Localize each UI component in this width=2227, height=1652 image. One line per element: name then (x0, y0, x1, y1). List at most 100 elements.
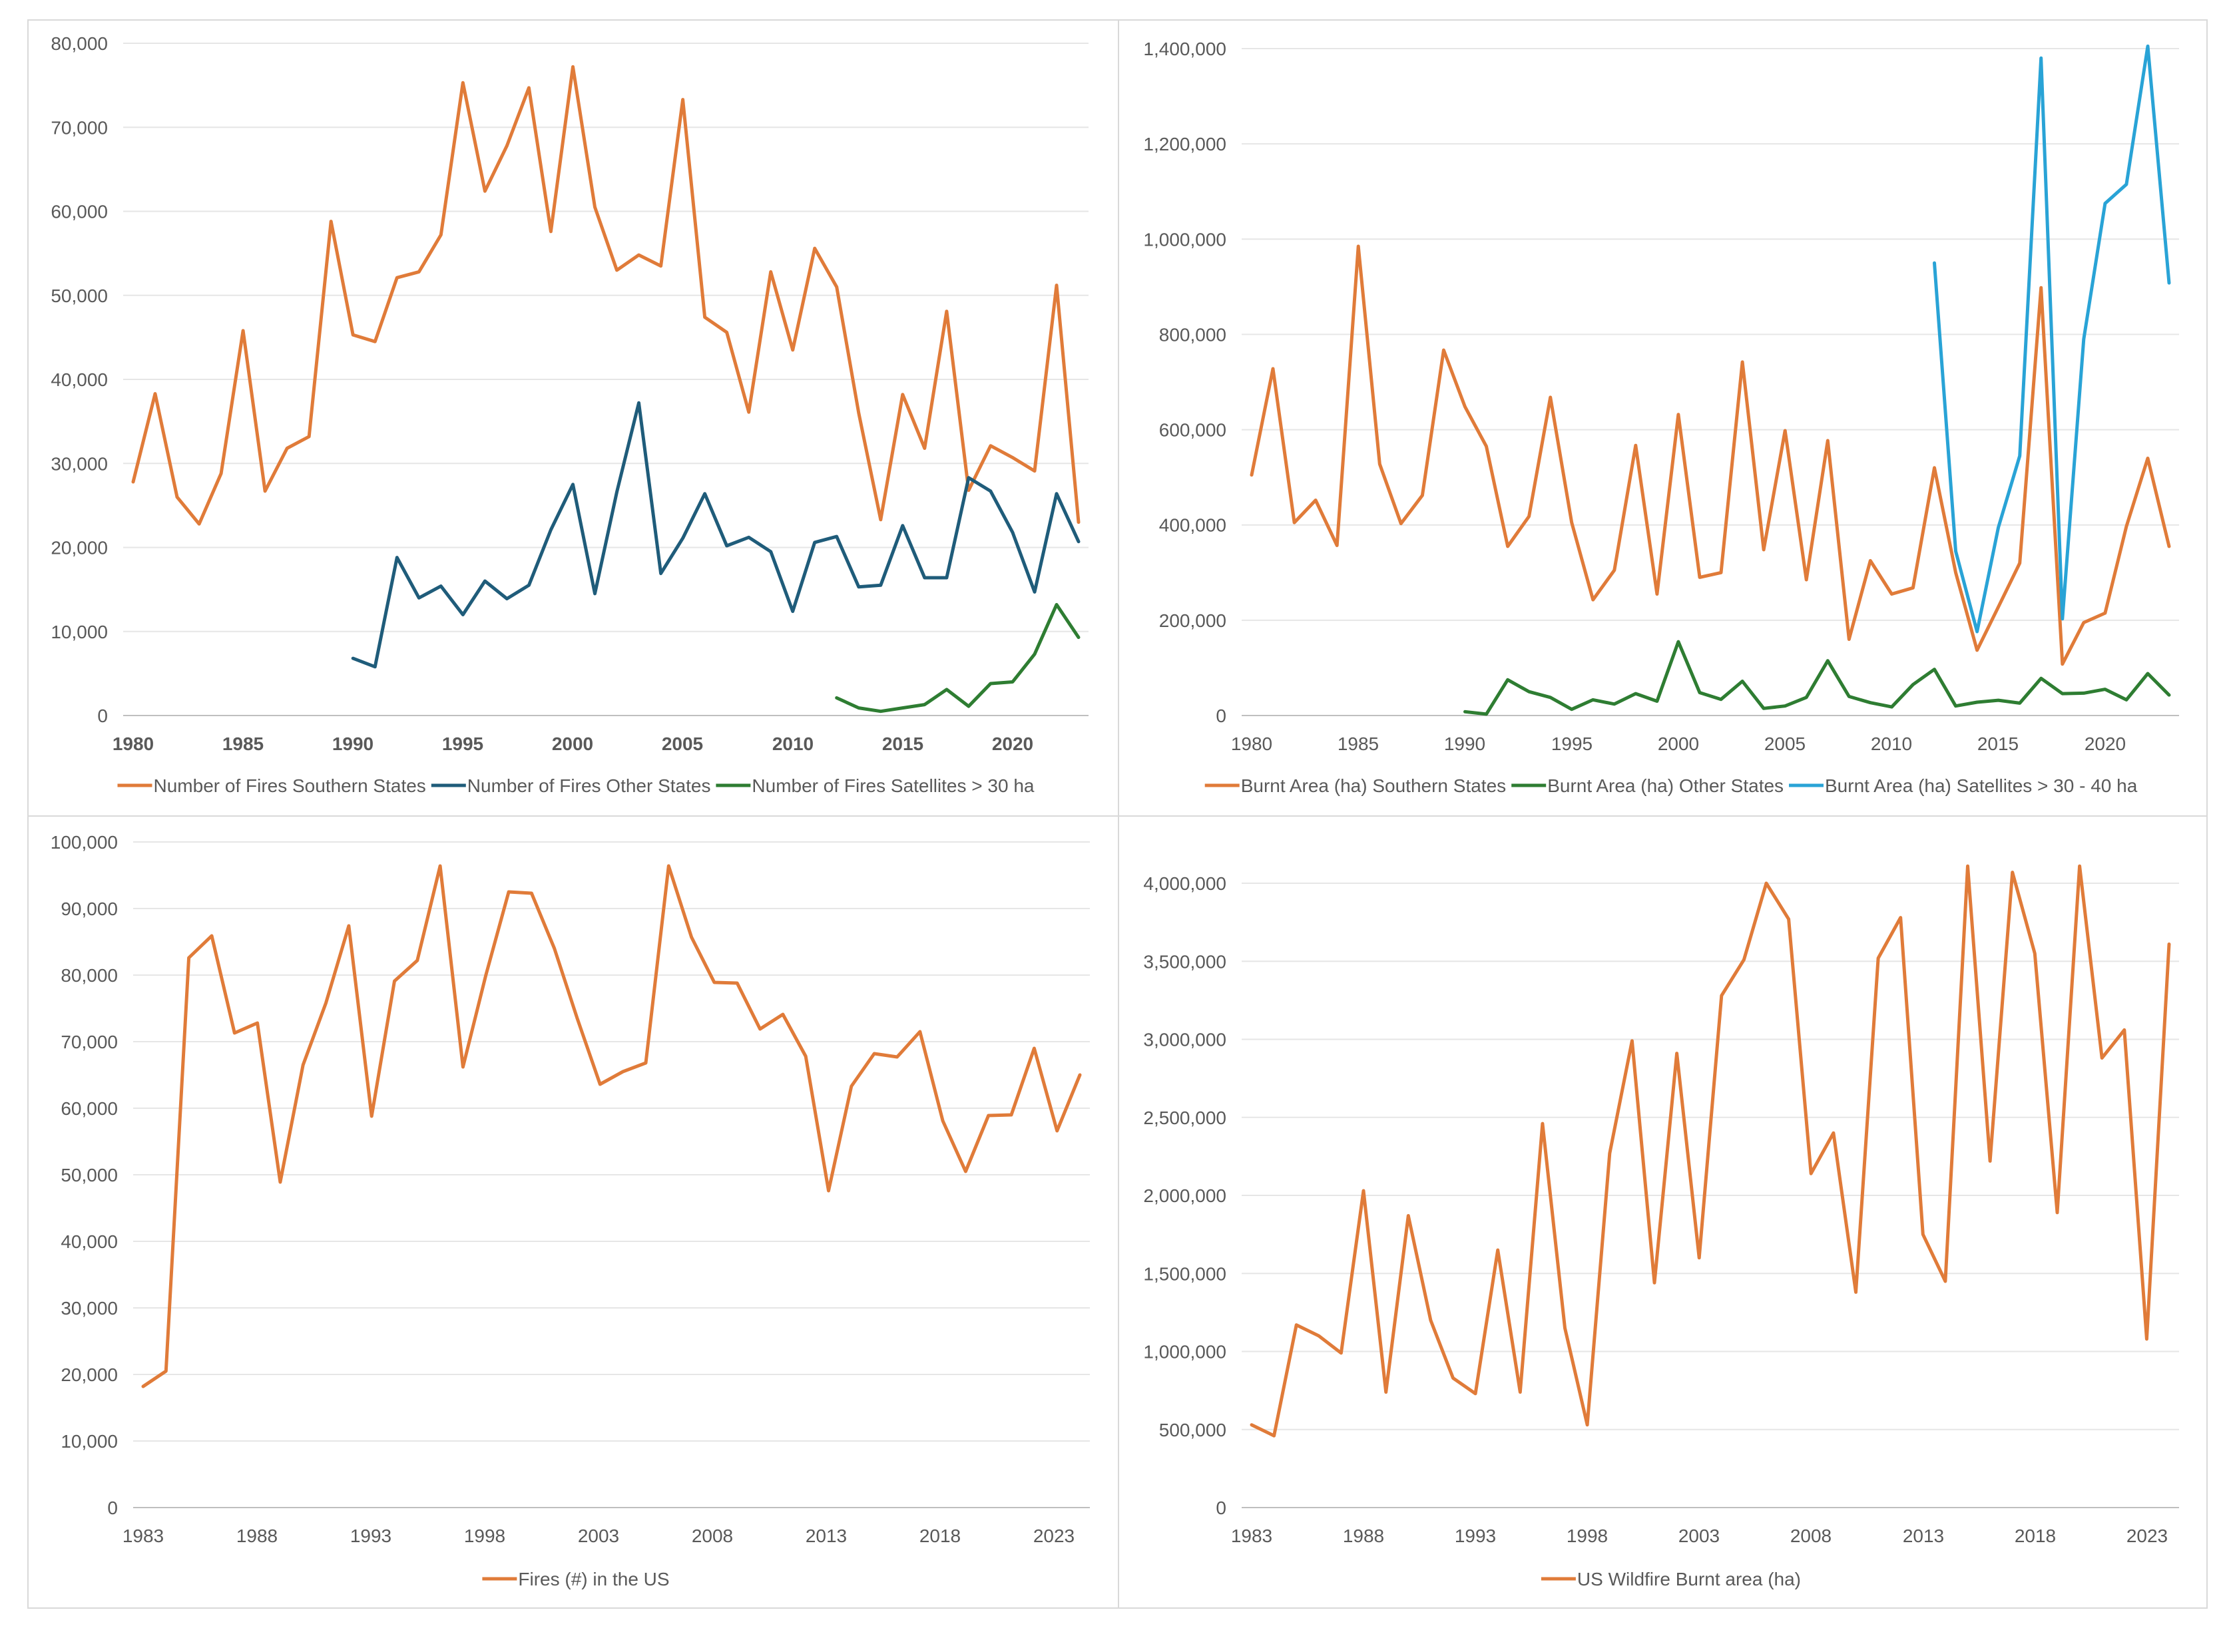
y-tick-label: 3,000,000 (1143, 1030, 1226, 1050)
series-line-1 (351, 401, 1081, 669)
x-tick-label: 2023 (1033, 1526, 1075, 1546)
x-tick-label: 1983 (1231, 1526, 1272, 1546)
y-tick-label: 1,500,000 (1143, 1263, 1226, 1284)
legend-label: Fires (#) in the US (518, 1569, 669, 1589)
x-tick-label: 1990 (332, 733, 373, 754)
series-line-1 (1463, 640, 2171, 716)
y-tick-label: 2,500,000 (1143, 1108, 1226, 1128)
x-tick-label: 2000 (1658, 733, 1699, 754)
y-tick-label: 1,200,000 (1143, 134, 1226, 154)
legend-label: US Wildfire Burnt area (ha) (1577, 1569, 1801, 1589)
y-tick-label: 600,000 (1159, 420, 1226, 441)
y-tick-label: 20,000 (61, 1364, 118, 1385)
x-tick-label: 2015 (1977, 733, 2019, 754)
y-tick-label: 80,000 (61, 965, 118, 986)
y-tick-label: 60,000 (51, 202, 108, 222)
y-tick-label: 500,000 (1159, 1420, 1226, 1440)
x-tick-label: 1995 (442, 733, 483, 754)
legend: Burnt Area (ha) Southern States Burnt Are… (1204, 775, 2138, 796)
y-tick-label: 20,000 (51, 538, 108, 558)
y-tick-label: 80,000 (51, 33, 108, 54)
x-tick-label: 2013 (806, 1526, 847, 1546)
x-tick-label: 1985 (1338, 733, 1379, 754)
legend-item: Burnt Area (ha) Southern States (1204, 775, 1506, 796)
y-tick-label: 4,000,000 (1143, 873, 1226, 894)
x-tick-label: 1998 (1567, 1526, 1608, 1546)
x-tick-label: 1980 (1231, 733, 1272, 754)
legend-item: Fires (#) in the US (482, 1569, 670, 1589)
y-tick-label: 100,000 (51, 832, 118, 853)
y-tick-label: 50,000 (51, 286, 108, 306)
y-tick-label: 200,000 (1159, 610, 1226, 631)
x-tick-label: 2013 (1903, 1526, 1944, 1546)
x-tick-label: 2005 (1764, 733, 1806, 754)
x-tick-label: 2020 (992, 733, 1033, 754)
x-tick-label: 2003 (578, 1526, 619, 1546)
x-tick-label: 2023 (2126, 1526, 2168, 1546)
y-tick-label: 70,000 (61, 1032, 118, 1052)
x-tick-label: 2008 (1790, 1526, 1832, 1546)
legend-item: Number of Fires Satellites > 30 ha (716, 775, 1035, 796)
x-tick-label: 1995 (1551, 733, 1593, 754)
y-tick-label: 70,000 (51, 117, 108, 138)
legend: Number of Fires Southern States Number of… (117, 775, 1035, 796)
legend-item: Number of Fires Other States (431, 775, 711, 796)
x-tick-label: 2005 (662, 733, 703, 754)
y-tick-label: 2,000,000 (1143, 1185, 1226, 1206)
y-tick-label: 1,000,000 (1143, 229, 1226, 250)
y-tick-label: 40,000 (51, 369, 108, 390)
y-tick-label: 1,400,000 (1143, 39, 1226, 59)
y-tick-label: 90,000 (61, 899, 118, 919)
y-tick-label: 10,000 (61, 1431, 118, 1452)
y-tick-label: 800,000 (1159, 324, 1226, 345)
series-line-0 (1250, 864, 2171, 1438)
x-tick-label: 1983 (123, 1526, 164, 1546)
legend-label: Number of Fires Other States (467, 775, 711, 796)
x-tick-label: 1993 (350, 1526, 391, 1546)
y-tick-label: 0 (1216, 706, 1226, 726)
legend: US Wildfire Burnt area (ha) (1541, 1569, 1801, 1589)
series-line-2 (835, 602, 1081, 714)
legend: Fires (#) in the US (482, 1569, 670, 1589)
fires-count-by-region-chart: 0 10,000 20,000 30,000 40,000 50,000 60,000 70,… (51, 33, 1089, 796)
y-tick-label: 10,000 (51, 622, 108, 642)
x-tick-label: 1993 (1455, 1526, 1496, 1546)
legend-label: Number of Fires Satellites > 30 ha (752, 775, 1035, 796)
legend-label: Burnt Area (ha) Satellites > 30 - 40 ha (1825, 775, 2138, 796)
y-tick-label: 60,000 (61, 1098, 118, 1119)
y-tick-label: 0 (97, 706, 108, 726)
y-tick-label: 0 (1216, 1498, 1226, 1518)
x-tick-label: 2000 (552, 733, 593, 754)
series-line-0 (141, 864, 1082, 1388)
legend-item: Number of Fires Southern States (117, 775, 426, 796)
legend-item: US Wildfire Burnt area (ha) (1541, 1569, 1801, 1589)
us-burnt-area-chart: 0 500,000 1,000,000 1,500,000 2,000,000 2,500… (1143, 864, 2179, 1589)
panel-borders (27, 19, 2208, 1609)
x-tick-label: 2010 (772, 733, 814, 754)
legend-item: Burnt Area (ha) Other States (1511, 775, 1784, 796)
burnt-area-by-region-chart: 0 200,000 400,000 600,000 800,000 1,000,000 1,… (1143, 39, 2179, 796)
y-tick-label: 30,000 (51, 453, 108, 474)
y-tick-label: 30,000 (61, 1298, 118, 1319)
y-tick-label: 50,000 (61, 1165, 118, 1185)
x-tick-label: 1988 (236, 1526, 278, 1546)
series-line-0 (131, 65, 1081, 526)
y-tick-label: 0 (107, 1498, 118, 1518)
legend-label: Burnt Area (ha) Other States (1547, 775, 1784, 796)
x-tick-label: 2015 (882, 733, 923, 754)
x-tick-label: 2018 (919, 1526, 961, 1546)
x-tick-label: 2010 (1871, 733, 1912, 754)
y-tick-label: 400,000 (1159, 515, 1226, 536)
x-tick-label: 1985 (222, 733, 264, 754)
x-tick-label: 1990 (1444, 733, 1485, 754)
legend-label: Number of Fires Southern States (154, 775, 426, 796)
series-line-2 (1933, 44, 2171, 634)
x-tick-label: 2003 (1678, 1526, 1720, 1546)
x-tick-label: 1980 (113, 733, 154, 754)
x-tick-label: 2020 (2085, 733, 2126, 754)
x-tick-label: 1998 (464, 1526, 505, 1546)
legend-item: Burnt Area (ha) Satellites > 30 - 40 ha (1789, 775, 2138, 796)
x-tick-label: 2008 (692, 1526, 733, 1546)
legend-label: Burnt Area (ha) Southern States (1241, 775, 1506, 796)
